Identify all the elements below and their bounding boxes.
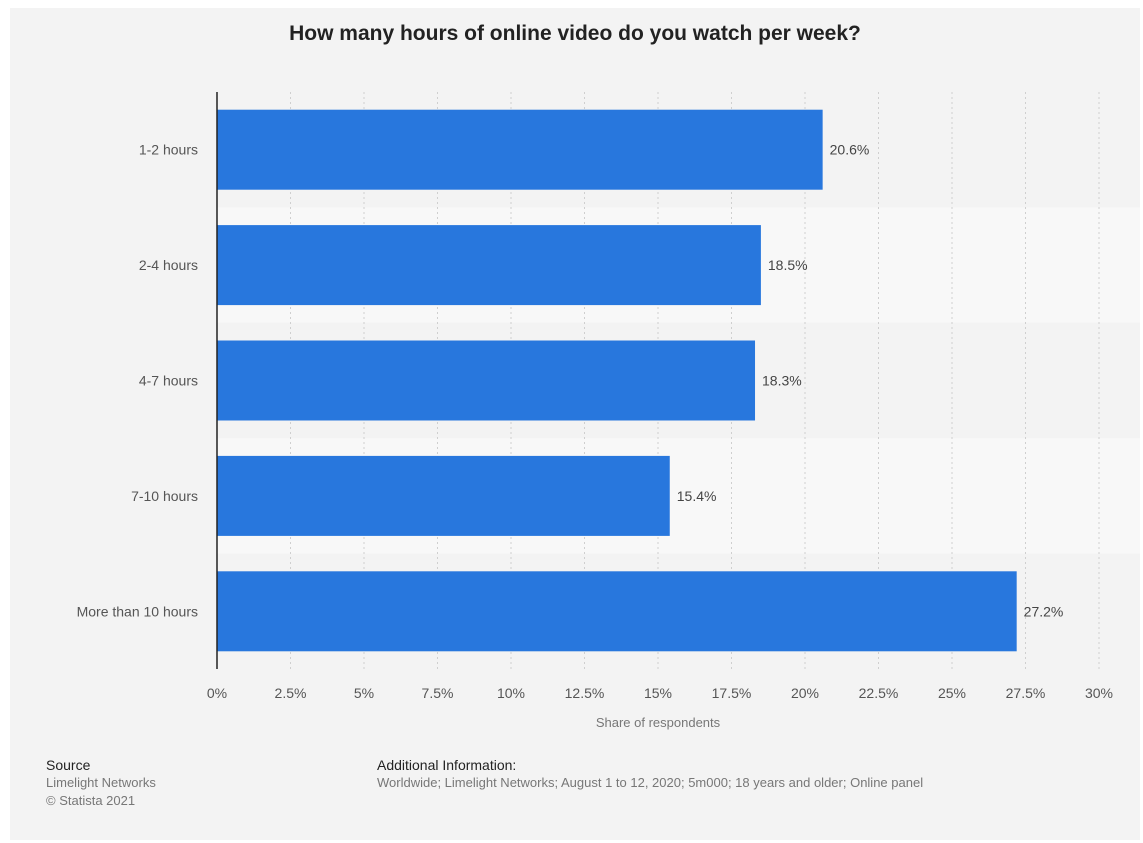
data-label: 18.5% bbox=[768, 257, 808, 273]
category-label: 1-2 hours bbox=[139, 142, 198, 158]
x-tick-label: 0% bbox=[207, 685, 227, 701]
x-tick-label: 7.5% bbox=[422, 685, 454, 701]
category-label: 2-4 hours bbox=[139, 257, 198, 273]
x-tick-label: 12.5% bbox=[565, 685, 605, 701]
x-tick-label: 2.5% bbox=[275, 685, 307, 701]
bar bbox=[217, 341, 755, 421]
additional-info-text: Worldwide; Limelight Networks; August 1 … bbox=[377, 774, 923, 792]
additional-info-block: Additional Information: Worldwide; Limel… bbox=[377, 756, 923, 792]
source-heading: Source bbox=[46, 756, 156, 774]
x-tick-label: 22.5% bbox=[859, 685, 899, 701]
x-tick-label: 10% bbox=[497, 685, 525, 701]
x-axis-title: Share of respondents bbox=[596, 715, 721, 730]
category-label: 7-10 hours bbox=[131, 488, 198, 504]
bar bbox=[217, 110, 823, 190]
data-label: 27.2% bbox=[1024, 603, 1064, 619]
x-tick-label: 20% bbox=[791, 685, 819, 701]
x-tick-label: 25% bbox=[938, 685, 966, 701]
x-tick-label: 27.5% bbox=[1006, 685, 1046, 701]
x-tick-label: 30% bbox=[1085, 685, 1113, 701]
bar bbox=[217, 571, 1017, 651]
source-block: Source Limelight Networks © Statista 202… bbox=[46, 756, 156, 810]
bar bbox=[217, 456, 670, 536]
x-tick-label: 17.5% bbox=[712, 685, 752, 701]
data-label: 20.6% bbox=[830, 142, 870, 158]
x-tick-label: 15% bbox=[644, 685, 672, 701]
x-tick-label: 5% bbox=[354, 685, 374, 701]
category-label: 4-7 hours bbox=[139, 373, 198, 389]
additional-info-heading: Additional Information: bbox=[377, 756, 923, 774]
category-label: More than 10 hours bbox=[77, 603, 198, 619]
source-line-1: Limelight Networks bbox=[46, 774, 156, 792]
data-label: 18.3% bbox=[762, 373, 802, 389]
bar bbox=[217, 225, 761, 305]
source-line-2: © Statista 2021 bbox=[46, 792, 156, 810]
data-label: 15.4% bbox=[677, 488, 717, 504]
